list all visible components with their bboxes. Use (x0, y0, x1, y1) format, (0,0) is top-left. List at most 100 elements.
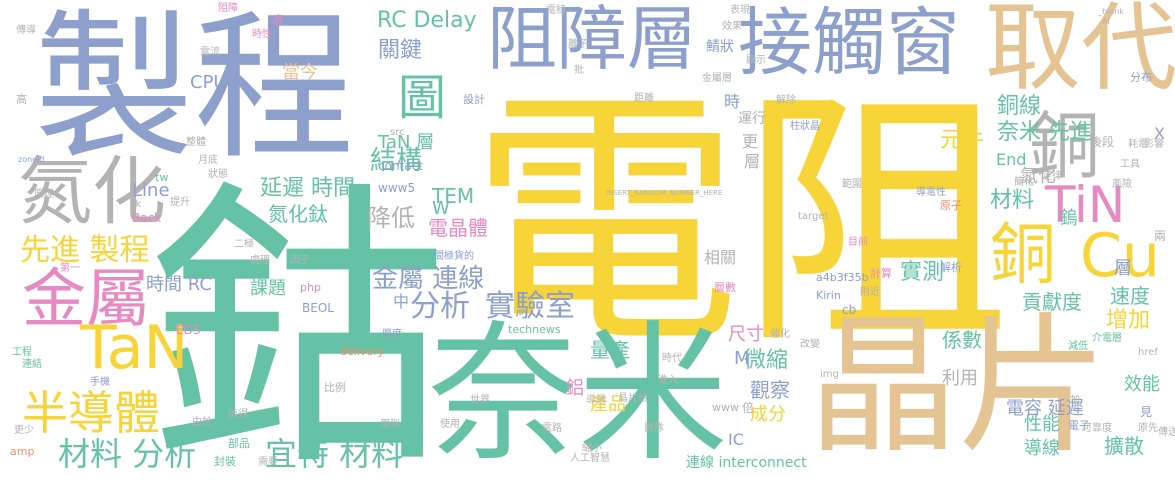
word-ertong: 二極 (234, 239, 254, 250)
word-jisuan: 計算 (870, 267, 892, 280)
word-dianji: 電極 (546, 5, 566, 16)
word-jinquan: 金屬層 (702, 73, 732, 84)
word-contact: contact (378, 159, 423, 173)
word-dianzi: 電子 (1068, 419, 1090, 432)
word-danhua2: 氮化 (1020, 166, 1056, 187)
word-geng: 更 (742, 132, 759, 151)
word-youyu: 由於 (192, 417, 212, 428)
word-diyi: 第一 (60, 263, 80, 274)
word-guancha: 觀察 (750, 378, 790, 402)
word-jieshi: 解除 (776, 95, 796, 106)
word-biao: 表 (272, 13, 285, 27)
word-yunxing: 運行 (738, 111, 766, 127)
word-wu: 鎢 (1060, 208, 1078, 229)
word-gongxiandu: 貢獻度 (1022, 290, 1082, 314)
word-ck: ck (130, 199, 142, 210)
word-shi: 時 (724, 92, 741, 111)
word-tan-ceng: TaN 層 (378, 132, 435, 153)
word-juli: 距離 (634, 93, 654, 104)
word-dingjie: 定律 (1042, 171, 1062, 182)
word-beol: BEOL (302, 301, 334, 315)
word-biaoxian: 表現 (730, 5, 750, 16)
word-cb: cb (842, 303, 857, 317)
word-tan: TaN (80, 313, 189, 383)
word-qudai: 取代 (985, 0, 1175, 104)
word-jianhua: 簡化 (1014, 177, 1034, 188)
word-m: M (734, 348, 750, 369)
word-naimi: 奈米 (428, 308, 729, 482)
word-xiaozu: 縮小 (582, 443, 602, 454)
word-sudu: 速度 (1110, 284, 1150, 308)
word-lv: 鋁 (566, 378, 584, 399)
word-fanwei: 範圍 (842, 179, 862, 190)
word-xuyao: 需要 (258, 457, 278, 468)
word-zhengti: 整體 (186, 137, 206, 148)
word-xianjin-zhicheng: 先進 製程 (20, 233, 150, 268)
word-shiyong: 使用 (440, 419, 460, 430)
word-xingneng: 性能 (1024, 414, 1060, 435)
word-chanpin: 產品 (590, 394, 626, 415)
word-tong: 銅 (1028, 104, 1101, 188)
word-cuixing: 催化 (770, 329, 790, 340)
word-liyong: 利用 (942, 368, 978, 389)
word-tong2: 銅 (990, 216, 1056, 293)
word-houduan: 後段 (1090, 135, 1115, 149)
word-xianzhuang: 鯖狀 (706, 39, 734, 55)
word-img: img (820, 369, 839, 380)
word-dianliu: 電流 (200, 47, 220, 58)
word-weisuo: 微縮 (744, 348, 789, 373)
word-diandu: 電路 (542, 423, 562, 434)
word-xiangguan: 相關 (704, 248, 737, 267)
word-shijian-rc: 時間 RC (146, 274, 212, 295)
word-naimi-xianjin: 奈米 先進 (997, 120, 1092, 145)
word-jianruo: 減低 (1068, 341, 1088, 352)
word-yuanzi: 原子 (940, 199, 962, 212)
word-blank: _blank (1098, 7, 1124, 16)
word-shuangceng: 雙層 (924, 311, 946, 324)
word-rengong: 人工智慧 (570, 453, 610, 464)
word-dianrong-yanchi: 電容 延遲 (1006, 398, 1084, 419)
word-cailiao: 材料 (990, 188, 1035, 213)
word-tw: tw (155, 171, 169, 184)
word-keti: 課題 (250, 278, 286, 299)
word-ceng2: 層 (744, 152, 761, 171)
word-zhuzhuangjing: 柱狀晶 (790, 121, 820, 132)
word-x: X (1154, 124, 1165, 143)
word-yite-cailiao: 宜特 材料 (265, 435, 404, 473)
word-lianxian-interconnect: 連線 interconnect (686, 455, 807, 471)
word-danhua: 氮化 (18, 149, 166, 235)
word-jiechuchuang: 接觸窗 (738, 0, 960, 86)
word-keneng: 可靠度 (1082, 423, 1112, 434)
word-jinshu: 金屬 (22, 263, 150, 337)
word-zuzhangceng: 阻障層 (487, 0, 697, 80)
word-daoxian: 導線 (1024, 438, 1060, 459)
word-fengxian: 風險 (1112, 179, 1132, 190)
word-jiexi: 解析 (940, 261, 962, 274)
word-sheji: 設計 (463, 93, 485, 106)
word-daodianxing: 導電性 (916, 187, 946, 198)
word-jia: 加 (1070, 395, 1080, 406)
word-bupin: 部品 (228, 437, 250, 450)
word-ai: AI (1102, 17, 1110, 26)
word-xiaoguo: 效果 (722, 21, 742, 32)
word-shidai: 時代 (662, 353, 682, 364)
word-shixing: 時性 (252, 29, 272, 40)
word-liangge: 兩 (1154, 229, 1167, 243)
word-dangjin: 當今 (282, 62, 318, 83)
word-dianzu: 電阻 (470, 65, 1010, 380)
word-dianjingti: 電晶體 (428, 216, 488, 240)
word-www: www (712, 401, 739, 414)
word-guanjian: 關鍵 (378, 38, 423, 63)
word-hao: 耗電 (1128, 139, 1148, 150)
word-yinzi: 因子 (290, 255, 310, 266)
word-chuli: 處理 (250, 255, 270, 266)
word-target: target (798, 211, 829, 222)
word-pi: 批 (574, 65, 584, 76)
word-shijie: 世界 (470, 395, 490, 406)
word-zhuangtai: 狀態 (208, 169, 228, 180)
word-jiegou: 結構 (370, 146, 423, 176)
word-gongju: 工具 (1120, 159, 1140, 170)
word-yuanli: 原理 (34, 189, 54, 200)
word-kirin: Kirin (816, 289, 841, 302)
word-lizi: 離子 (568, 39, 588, 50)
